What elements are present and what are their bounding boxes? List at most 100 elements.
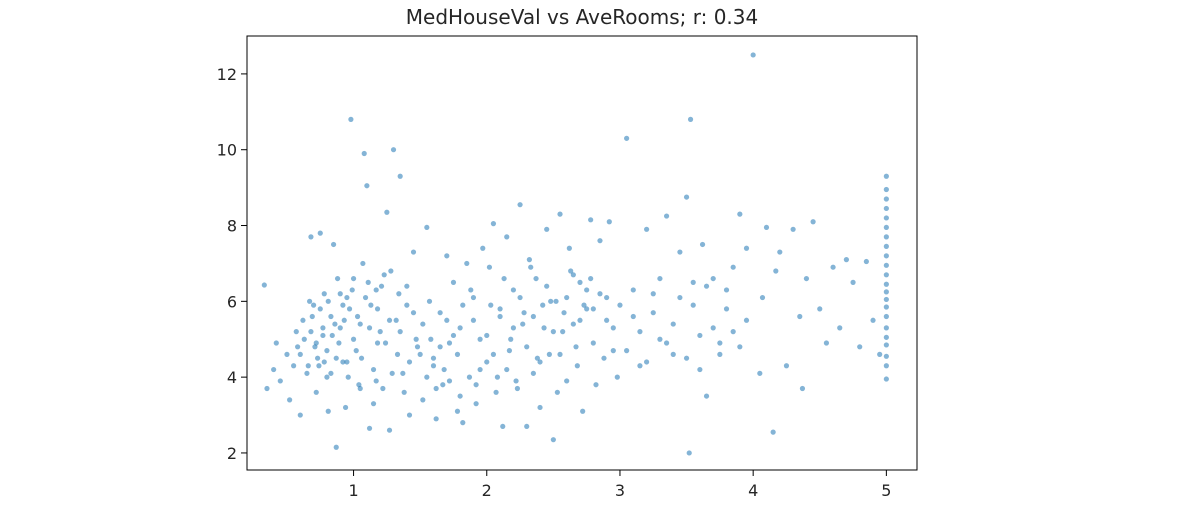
scatter-point xyxy=(723,306,730,312)
scatter-point xyxy=(823,340,830,346)
scatter-point xyxy=(426,298,433,304)
scatter-point xyxy=(329,332,335,339)
scatter-point xyxy=(344,294,350,301)
scatter-point xyxy=(644,359,650,365)
scatter-point xyxy=(271,366,277,373)
scatter-point xyxy=(717,351,723,357)
scatter-point xyxy=(470,294,477,301)
scatter-point xyxy=(581,302,587,308)
scatter-point xyxy=(799,385,806,392)
scatter-point xyxy=(883,281,889,287)
scatter-point xyxy=(410,249,417,255)
scatter-point xyxy=(328,370,334,376)
scatter-point xyxy=(526,257,532,263)
scatter-point xyxy=(406,412,413,418)
scatter-point xyxy=(500,423,506,430)
scatter-point xyxy=(883,325,889,331)
scatter-point xyxy=(723,287,730,293)
scatter-point xyxy=(350,275,357,282)
scatter-point xyxy=(570,272,576,278)
scatter-point xyxy=(837,325,843,331)
scatter-point xyxy=(297,351,303,357)
scatter-point xyxy=(501,275,507,282)
scatter-point xyxy=(743,317,750,323)
scatter-point xyxy=(470,317,477,323)
scatter-point xyxy=(773,268,779,274)
scatter-point xyxy=(374,340,381,346)
scatter-point xyxy=(703,283,710,289)
scatter-point xyxy=(332,321,338,327)
scatter-point xyxy=(413,336,419,342)
scatter-point xyxy=(349,287,355,293)
scatter-point xyxy=(287,397,293,403)
plot-frame xyxy=(246,35,918,471)
scatter-point xyxy=(624,135,630,141)
scatter-point xyxy=(404,302,410,308)
scatter-point xyxy=(697,366,703,373)
scatter-point xyxy=(433,416,439,422)
scatter-point xyxy=(717,340,723,346)
scatter-point xyxy=(394,351,401,357)
scatter-point xyxy=(763,224,770,231)
scatter-point xyxy=(560,329,566,335)
scatter-point xyxy=(325,298,331,304)
scatter-point xyxy=(378,283,385,289)
scatter-point xyxy=(358,355,365,361)
scatter-point xyxy=(389,370,395,376)
x-tick-label: 1 xyxy=(348,481,358,500)
scatter-point xyxy=(334,275,341,282)
scatter-point xyxy=(386,427,393,433)
scatter-point xyxy=(877,351,883,357)
scatter-point xyxy=(524,344,530,350)
scatter-point xyxy=(477,366,483,373)
scatter-point xyxy=(450,332,457,339)
scatter-point xyxy=(870,317,876,323)
scatter-point xyxy=(530,313,536,320)
scatter-point xyxy=(366,425,373,431)
scatter-point xyxy=(444,253,450,259)
scatter-point xyxy=(346,306,353,312)
scatter-point xyxy=(677,249,683,255)
scatter-point xyxy=(710,275,716,282)
scatter-point xyxy=(273,340,279,346)
scatter-point xyxy=(301,336,307,342)
scatter-point xyxy=(797,313,803,320)
scatter-point xyxy=(325,408,331,414)
scatter-point xyxy=(584,306,590,312)
scatter-point xyxy=(790,226,796,232)
scatter-point xyxy=(540,302,546,308)
scatter-point xyxy=(340,359,346,365)
scatter-point xyxy=(377,329,383,335)
scatter-point xyxy=(553,298,559,304)
scatter-point xyxy=(510,287,516,293)
scatter-point xyxy=(883,205,889,212)
scatter-point xyxy=(757,370,763,376)
scatter-point xyxy=(430,363,437,369)
scatter-point xyxy=(370,401,377,407)
scatter-point xyxy=(295,344,301,350)
scatter-point xyxy=(817,306,823,312)
scatter-point xyxy=(770,429,776,435)
scatter-point xyxy=(420,397,426,403)
scatter-point xyxy=(863,258,869,265)
scatter-point xyxy=(857,344,863,350)
scatter-point xyxy=(883,243,889,249)
y-tick-label: 6 xyxy=(227,292,237,311)
scatter-point xyxy=(261,282,267,288)
scatter-point xyxy=(737,211,743,217)
scatter-point xyxy=(490,351,497,357)
scatter-point xyxy=(590,306,596,312)
scatter-point xyxy=(730,264,736,270)
scatter-point xyxy=(317,306,323,312)
scatter-point xyxy=(504,366,510,373)
scatter-point xyxy=(883,224,889,231)
scatter-point xyxy=(593,382,599,388)
scatter-point xyxy=(597,238,603,244)
scatter-point xyxy=(361,150,367,157)
scatter-point xyxy=(480,245,486,251)
scatter-point xyxy=(783,363,790,369)
scatter-point xyxy=(524,423,530,430)
scatter-point xyxy=(657,336,663,342)
scatter-point xyxy=(683,355,690,361)
